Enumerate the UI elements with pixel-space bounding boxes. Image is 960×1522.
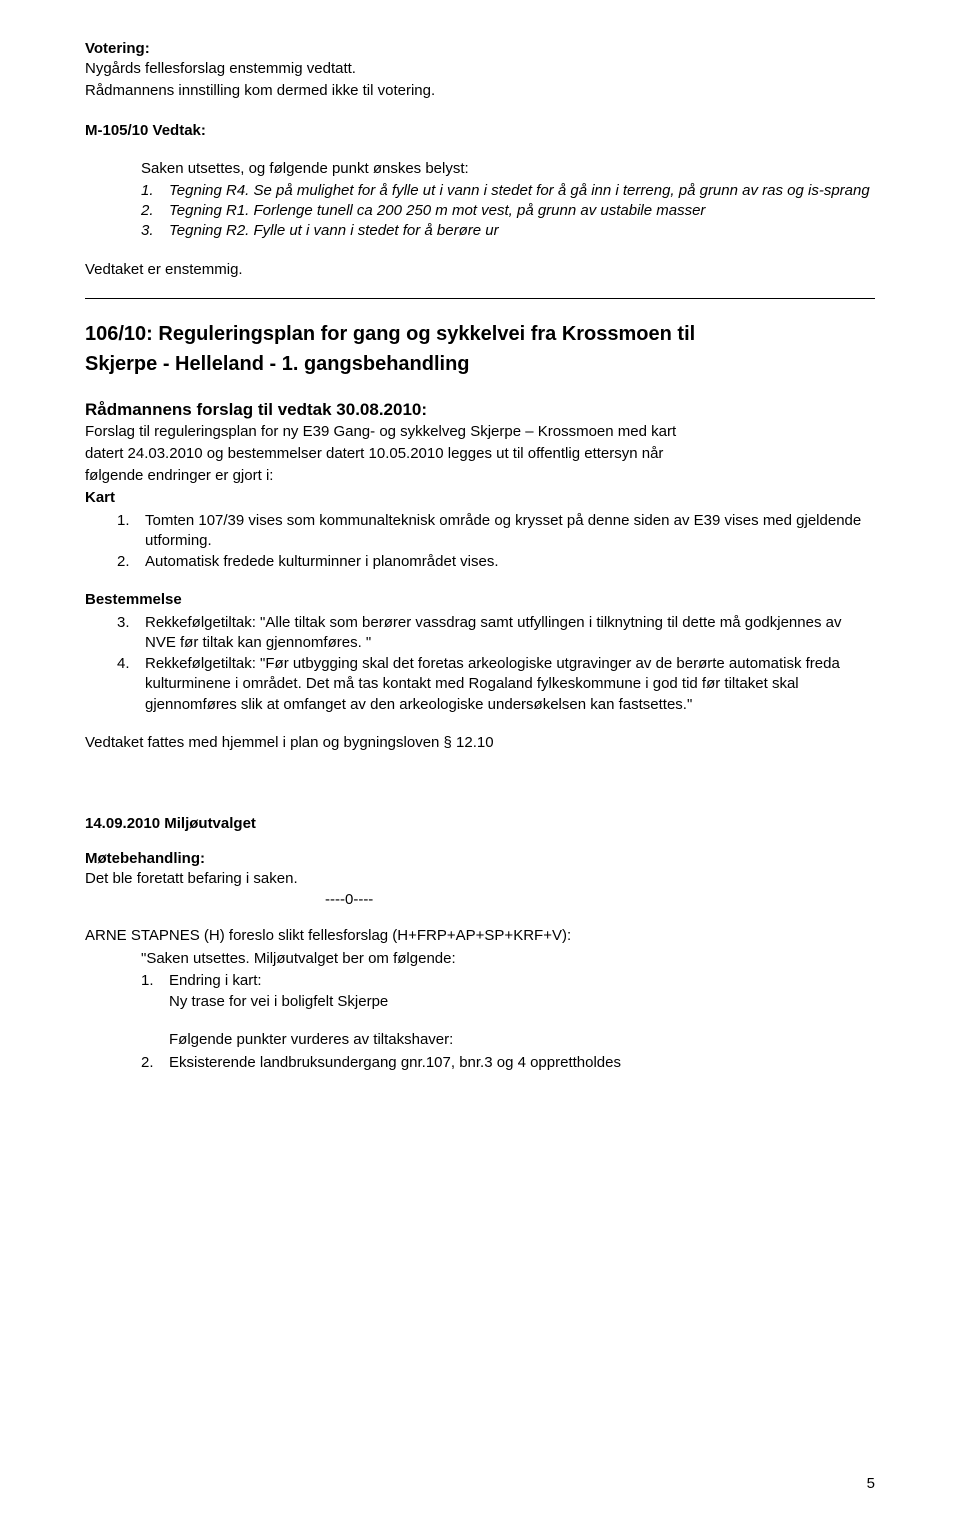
kart-list-item: 1. Tomten 107/39 vises som kommunaltekni…	[117, 511, 875, 552]
list-number: 2.	[141, 201, 169, 221]
kart-label: Kart	[85, 488, 875, 508]
list-number: 4.	[117, 654, 145, 715]
list-text: Tomten 107/39 vises som kommunalteknisk …	[145, 511, 875, 552]
para-line: følgende endringer er gjort i:	[85, 466, 875, 486]
vedtak-list-item: 2. Tegning R1. Forlenge tunell ca 200 25…	[141, 201, 875, 221]
list-number: 3.	[141, 221, 169, 241]
meeting-behandling-heading: Møtebehandling:	[85, 850, 875, 867]
quote-list1: 1. Endring i kart:	[141, 971, 875, 991]
list-text: Rekkefølgetiltak: "Alle tiltak som berør…	[145, 613, 875, 654]
meeting-dashes: ----0----	[325, 891, 875, 908]
kart-list: 1. Tomten 107/39 vises som kommunaltekni…	[85, 511, 875, 573]
list-text: Eksisterende landbruksundergang gnr.107,…	[169, 1053, 875, 1073]
list-text: Rekkefølgetiltak: "Før utbygging skal de…	[145, 654, 875, 715]
quote-line1: "Saken utsettes. Miljøutvalget ber om fø…	[141, 949, 875, 969]
list-text: Tegning R4. Se på mulighet for å fylle u…	[169, 181, 875, 201]
vedtak-final: Vedtaket er enstemmig.	[85, 260, 875, 280]
hjemmel-text: Vedtaket fattes med hjemmel i plan og by…	[85, 733, 875, 753]
meeting-befaring: Det ble foretatt befaring i saken.	[85, 869, 875, 889]
bestemmelse-list-item: 4. Rekkefølgetiltak: "Før utbygging skal…	[117, 654, 875, 715]
votering-line2: Rådmannens innstilling kom dermed ikke t…	[85, 81, 875, 101]
bestemmelse-list: 3. Rekkefølgetiltak: "Alle tiltak som be…	[85, 613, 875, 715]
quote-sub: Ny trase for vei i boligfelt Skjerpe	[169, 992, 875, 1012]
list-number: 2.	[117, 552, 145, 572]
vedtak-list: 1. Tegning R4. Se på mulighet for å fyll…	[141, 181, 875, 242]
list-number: 1.	[141, 181, 169, 201]
bestemmelse-label: Bestemmelse	[85, 590, 875, 610]
case-title-line1: 106/10: Reguleringsplan for gang og sykk…	[85, 321, 875, 347]
list-number: 1.	[117, 511, 145, 552]
list-text: Automatisk fredede kulturminner i planom…	[145, 552, 875, 572]
bestemmelse-list-item: 3. Rekkefølgetiltak: "Alle tiltak som be…	[117, 613, 875, 654]
vedtak-list-item: 3. Tegning R2. Fylle ut i vann i stedet …	[141, 221, 875, 241]
list-text: Tegning R1. Forlenge tunell ca 200 250 m…	[169, 201, 875, 221]
page-number: 5	[867, 1475, 875, 1492]
list-number: 1.	[141, 971, 169, 991]
vedtak-list-item: 1. Tegning R4. Se på mulighet for å fyll…	[141, 181, 875, 201]
quote-list-item: 1. Endring i kart:	[141, 971, 875, 991]
para-line: datert 24.03.2010 og bestemmelser datert…	[85, 444, 875, 464]
list-text: Endring i kart:	[169, 971, 875, 991]
vedtak-intro: Saken utsettes, og følgende punkt ønskes…	[141, 159, 875, 179]
votering-heading: Votering:	[85, 40, 875, 57]
divider	[85, 298, 875, 299]
arne-line: ARNE STAPNES (H) foreslo slikt fellesfor…	[85, 926, 875, 946]
list-text: Tegning R2. Fylle ut i vann i stedet for…	[169, 221, 875, 241]
kart-list-item: 2. Automatisk fredede kulturminner i pla…	[117, 552, 875, 572]
meeting-date-heading: 14.09.2010 Miljøutvalget	[85, 815, 875, 832]
quote-list-item: 2. Eksisterende landbruksundergang gnr.1…	[141, 1053, 875, 1073]
quote-section2: Følgende punkter vurderes av tiltakshave…	[169, 1030, 875, 1050]
votering-line1: Nygårds fellesforslag enstemmig vedtatt.	[85, 59, 875, 79]
list-number: 3.	[117, 613, 145, 654]
para-line: Forslag til reguleringsplan for ny E39 G…	[85, 422, 875, 442]
case-title-line2: Skjerpe - Helleland - 1. gangsbehandling	[85, 351, 875, 377]
sub-heading: Rådmannens forslag til vedtak 30.08.2010…	[85, 399, 875, 422]
quote-list2: 2. Eksisterende landbruksundergang gnr.1…	[141, 1053, 875, 1073]
list-number: 2.	[141, 1053, 169, 1073]
vedtak-heading: M-105/10 Vedtak:	[85, 122, 875, 139]
